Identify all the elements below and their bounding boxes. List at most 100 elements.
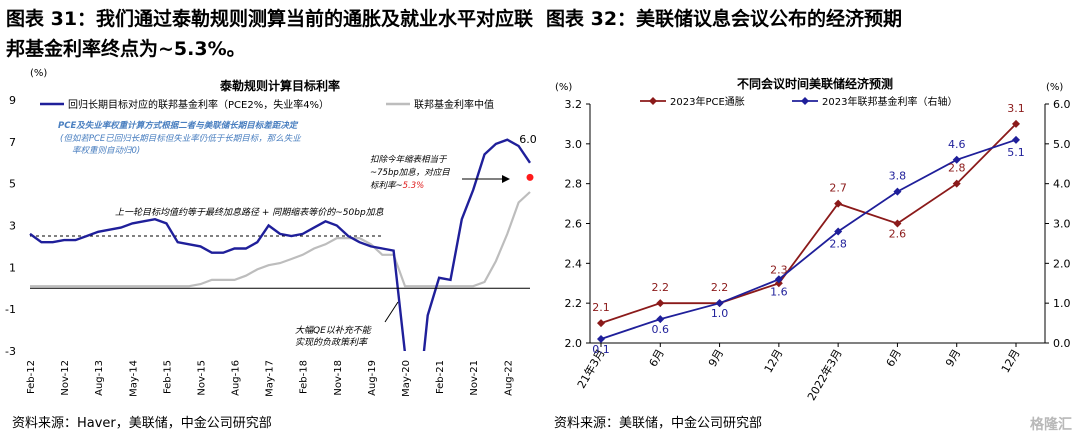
right-right-tick-label: 2.0 xyxy=(1053,257,1071,270)
right-left-unit: (%) xyxy=(555,82,572,93)
fed-funds-point xyxy=(715,299,724,308)
left-y-unit: (%) xyxy=(30,68,47,79)
left-x-tick-label: Nov-18 xyxy=(333,360,344,396)
right-left-tick-label: 2.8 xyxy=(565,178,583,191)
fed-funds-point xyxy=(834,227,843,236)
right-right-tick-label: 4.0 xyxy=(1053,178,1071,191)
legend-label-pce: 2023年PCE通胀 xyxy=(670,95,745,108)
pce-data-label: 2.8 xyxy=(948,162,966,175)
fed-funds-data-label: 3.8 xyxy=(889,170,907,183)
legend-marker-fed-funds-right xyxy=(801,97,809,105)
pce-data-label: 2.2 xyxy=(711,281,729,294)
annotation-shrink-1: 扣除今年缩表相当于 xyxy=(370,154,448,165)
right-right-unit: (%) xyxy=(1046,82,1063,93)
left-x-tick-label: Feb-12 xyxy=(26,360,37,394)
right-left-tick-label: 2.4 xyxy=(565,257,583,270)
right-x-tick-label: 12月 xyxy=(762,347,786,375)
fed-funds-data-label: 1.0 xyxy=(711,307,729,320)
right-right-tick-label: 5.0 xyxy=(1053,138,1071,151)
left-x-tick-label: Feb-21 xyxy=(435,360,446,394)
left-x-tick-label: Nov-21 xyxy=(469,360,480,396)
fed-funds-point xyxy=(597,335,605,344)
right-x-tick-label: 12月 xyxy=(999,347,1023,375)
shrink-arrow-head xyxy=(502,175,510,183)
pce-point xyxy=(597,319,605,328)
annotation-weighting-note-2: 率权重则自动归0) xyxy=(72,145,140,156)
end-value-label: 6.0 xyxy=(519,133,537,146)
pce-data-label: 2.2 xyxy=(652,281,670,294)
fed-funds-point xyxy=(1012,135,1020,144)
fed-funds-data-label: 4.6 xyxy=(948,138,966,151)
left-x-tick-label: Feb-18 xyxy=(299,360,310,394)
fed-funds-data-label: 2.8 xyxy=(829,237,847,250)
annotation-weighting-title: PCE及失业率权重计算方式根据二者与美联储长期目标差距决定 xyxy=(58,120,299,131)
legend-label-taylor: 回归长期目标对应的联邦基金利率（PCE2%，失业率4%） xyxy=(68,98,329,111)
legend-marker-pce xyxy=(649,97,657,105)
taylor-target-line xyxy=(30,191,531,288)
right-figure-title: 图表 32：美联储议息会议公布的经济预期 xyxy=(546,8,903,30)
left-x-tick-label: Aug-16 xyxy=(231,360,242,396)
pce-point xyxy=(893,219,902,228)
left-x-tick-label: Nov-12 xyxy=(60,360,71,396)
fed-funds-point xyxy=(893,187,902,196)
fed-funds-data-label: 0.1 xyxy=(592,343,610,356)
left-x-tick-label: Feb-15 xyxy=(162,360,173,394)
watermark-logo: 格隆汇 xyxy=(1030,417,1072,433)
right-left-tick-label: 2.2 xyxy=(565,297,583,310)
left-x-tick-label: May-14 xyxy=(128,360,139,397)
pce-inflation-line xyxy=(600,123,1017,324)
left-y-tick-label: 3 xyxy=(9,220,16,233)
right-source-note: 资料来源：美联储，中金公司研究部 xyxy=(554,416,763,431)
fed-funds-point xyxy=(952,155,961,164)
right-x-tick-label: 6月 xyxy=(884,347,904,369)
pce-data-label: 2.3 xyxy=(770,263,788,276)
pce-data-label: 2.1 xyxy=(592,301,610,314)
left-x-tick-label: Aug-19 xyxy=(367,360,378,396)
right-right-tick-label: 1.0 xyxy=(1053,297,1071,310)
pce-point xyxy=(656,299,665,308)
left-x-tick-label: Nov-15 xyxy=(196,360,207,396)
fed-funds-rate-line xyxy=(600,138,1017,340)
left-x-tick-label: May-17 xyxy=(265,360,276,397)
fed-funds-data-label: 1.6 xyxy=(770,285,788,298)
taylor-rule-chart: 泰勒规则计算目标利率 (%) -3 -1 1 3 5 7 9 Feb-12 Nov-12 Aug-13… xyxy=(5,68,537,397)
annotation-qe-2: 实现的负政策利率 xyxy=(295,337,369,348)
right-left-tick-label: 2.0 xyxy=(565,337,583,350)
annotation-qe-1: 大幅QE以补充不能 xyxy=(295,325,372,336)
right-right-tick-label: 0.0 xyxy=(1053,337,1071,350)
pce-data-label: 2.6 xyxy=(889,228,907,241)
pce-data-label: 2.7 xyxy=(829,182,847,195)
target-rate-point xyxy=(526,173,534,181)
right-x-tick-label: 6月 xyxy=(647,347,667,369)
right-left-tick-label: 3.2 xyxy=(565,98,583,111)
annotation-shrink-3b: 5.3% xyxy=(403,181,425,191)
fed-funds-median-line xyxy=(29,138,531,351)
left-x-tick-label: Aug-13 xyxy=(94,360,105,396)
left-y-tick-label: 1 xyxy=(9,261,16,274)
pce-point xyxy=(952,179,961,188)
annotation-cycle-note: 上一轮目标均值约等于最终加息路径 + 同期缩表等价的~50bp加息 xyxy=(115,207,384,218)
left-x-tick-label: Aug-22 xyxy=(503,360,514,396)
left-y-tick-label: 9 xyxy=(9,94,16,107)
pce-point xyxy=(1012,119,1020,128)
right-chart-title: 不同会议时间美联储经济预测 xyxy=(737,76,893,91)
left-y-tick-label: 5 xyxy=(9,178,16,191)
left-source-note: 资料来源：Haver，美联储，中金公司研究部 xyxy=(12,416,272,431)
right-x-tick-label: 9月 xyxy=(706,347,726,369)
qe-arrow-line xyxy=(384,301,399,323)
right-x-tick-label: 2022年3月 xyxy=(804,347,845,403)
pce-point xyxy=(834,199,843,208)
fed-funds-data-label: 0.6 xyxy=(652,323,670,336)
left-chart-title: 泰勒规则计算目标利率 xyxy=(219,78,340,93)
right-right-tick-label: 3.0 xyxy=(1053,218,1071,231)
fed-funds-point xyxy=(774,275,783,284)
annotation-weighting-note-1: (但如若PCE已回归长期目标但失业率仍低于长期目标，那么失业 xyxy=(60,133,302,144)
fed-funds-point xyxy=(656,315,665,324)
fed-funds-data-label: 5.1 xyxy=(1007,146,1025,159)
legend-label-fed-funds: 联邦基金利率中值 xyxy=(414,98,494,111)
right-right-tick-label: 6.0 xyxy=(1053,98,1071,111)
right-left-tick-label: 3.0 xyxy=(565,138,583,151)
left-y-tick-label: 7 xyxy=(9,136,16,149)
annotation-shrink-2: ~75bp加息，对应目 xyxy=(370,167,450,178)
